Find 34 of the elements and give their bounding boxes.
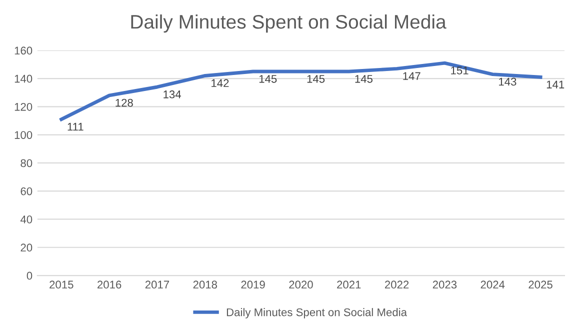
data-label: 151 — [451, 66, 468, 74]
y-tick-label: 100 — [14, 131, 32, 139]
x-tick-label: 2019 — [241, 280, 265, 289]
x-tick-label: 2016 — [98, 280, 122, 289]
data-label: 147 — [403, 72, 420, 80]
data-label: 142 — [212, 79, 229, 87]
data-label: 143 — [499, 78, 516, 86]
chart-title: Daily Minutes Spent on Social Media — [131, 14, 446, 33]
y-tick-label: 160 — [14, 46, 32, 55]
legend-label: Daily Minutes Spent on Social Media — [226, 308, 407, 318]
x-tick-label: 2024 — [480, 280, 505, 289]
data-label: 134 — [164, 90, 181, 98]
data-label: 111 — [68, 122, 84, 131]
y-tick-label: 0 — [26, 272, 32, 280]
data-label: 141 — [546, 80, 564, 88]
y-tick-label: 20 — [20, 244, 32, 252]
y-tick-label: 120 — [14, 102, 32, 111]
y-tick-label: 140 — [14, 74, 32, 83]
x-tick-label: 2023 — [432, 280, 457, 289]
data-label: 145 — [259, 75, 277, 83]
data-label: 145 — [355, 75, 372, 83]
x-tick-label: 2025 — [528, 280, 552, 289]
x-tick-label: 2020 — [289, 280, 313, 289]
data-label: 145 — [307, 75, 325, 83]
line-series — [60, 61, 542, 122]
x-tick-label: 2017 — [145, 280, 170, 289]
data-label: 128 — [116, 98, 133, 107]
x-tick-label: 2015 — [50, 280, 74, 289]
y-tick-label: 60 — [20, 187, 32, 196]
x-tick-label: 2018 — [193, 280, 218, 289]
y-tick-label: 80 — [20, 159, 32, 168]
x-tick-label: 2022 — [384, 280, 409, 289]
y-tick-label: 40 — [20, 216, 32, 224]
x-tick-label: 2021 — [337, 280, 361, 289]
